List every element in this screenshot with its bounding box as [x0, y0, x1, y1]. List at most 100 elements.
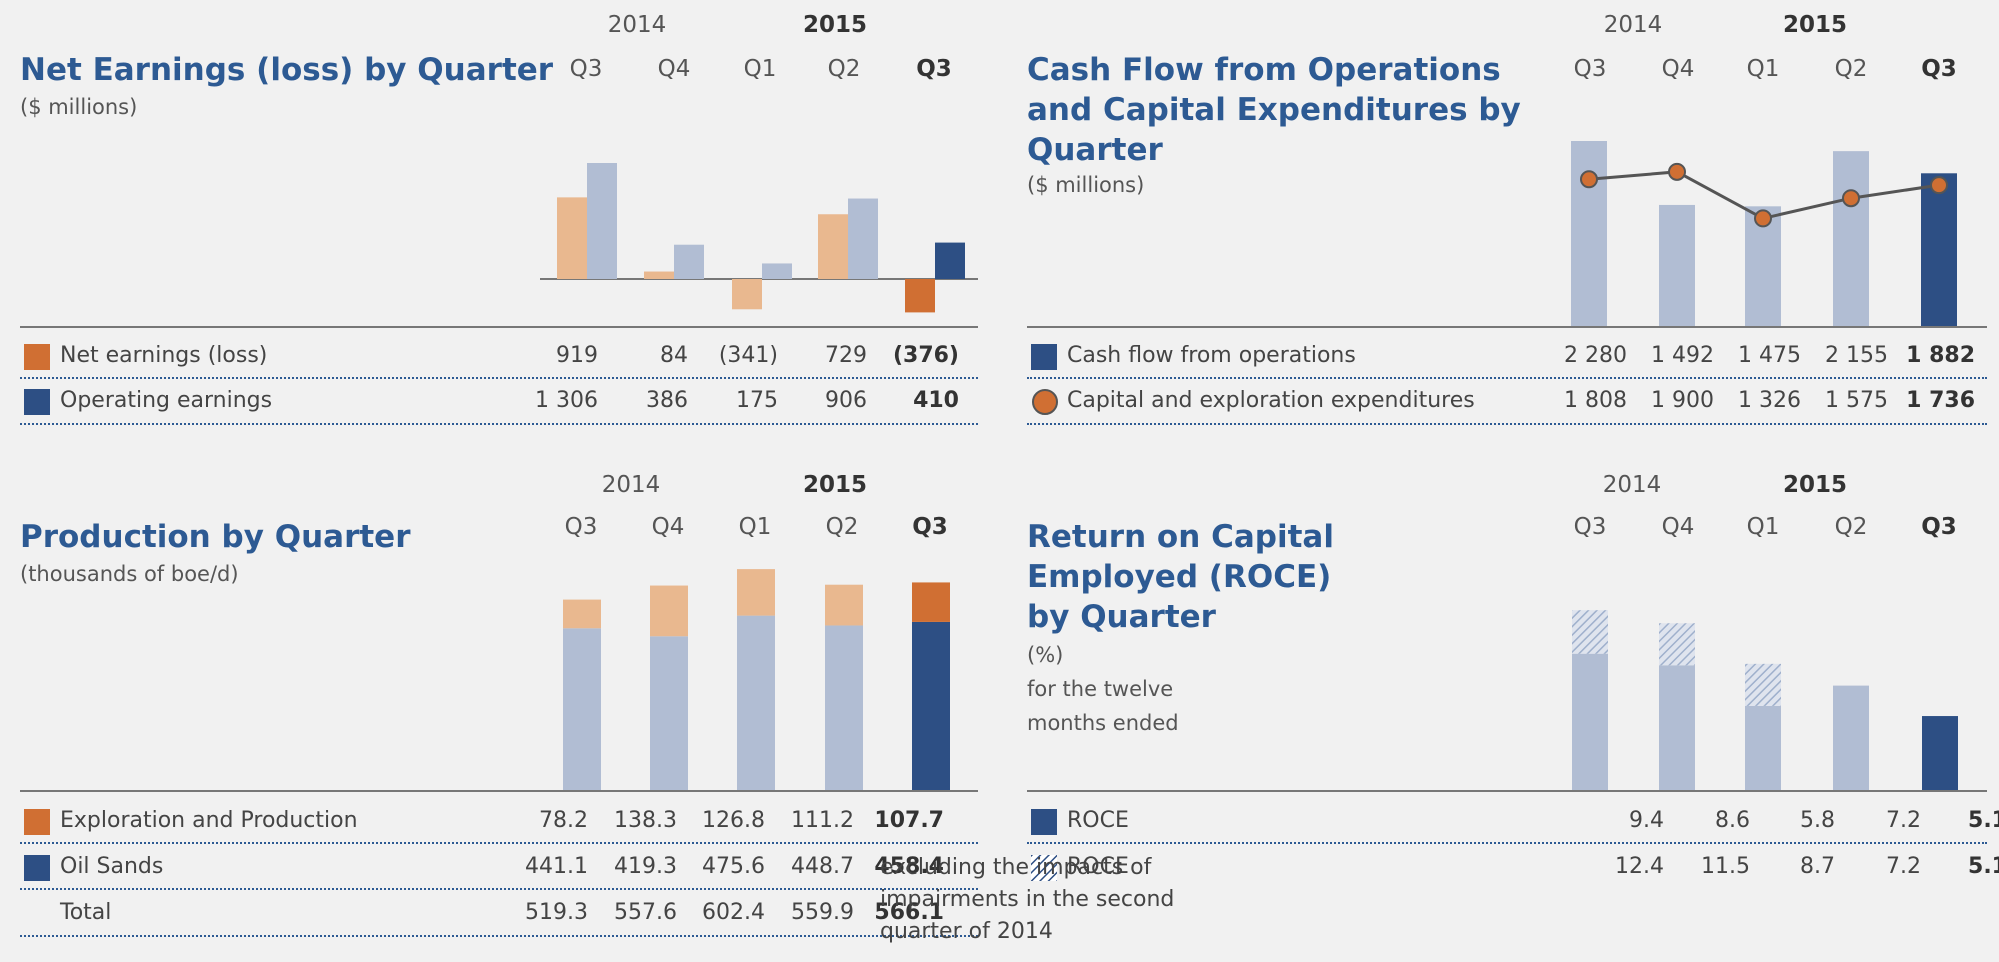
exploration-bar — [912, 582, 950, 622]
quarter-label: Q2 — [827, 56, 861, 82]
roce-bar — [1922, 716, 1958, 790]
year-2014-label: 2014 — [607, 12, 667, 38]
year-2015-label: 2015 — [802, 12, 867, 38]
year-2015-label: 2015 — [802, 472, 867, 498]
legend-label: Capital and exploration expenditures — [1067, 388, 1475, 413]
quarter-label: Q1 — [738, 514, 772, 540]
cash-flow-bar — [1571, 141, 1607, 326]
cash-flow-chart — [1571, 141, 1957, 326]
quarter-label: Q4 — [651, 514, 685, 540]
value: 1 575 — [1825, 388, 1888, 413]
legend-row-oil-sands: Oil Sands 441.1 419.3 475.6 448.7 458.4 — [20, 845, 978, 889]
hatch-swatch-icon — [1031, 855, 1057, 881]
value: 602.4 — [702, 900, 765, 925]
baseline — [1027, 790, 1987, 792]
quarter-label: Q4 — [657, 56, 691, 82]
capex-point — [1668, 162, 1686, 181]
net-earnings-title: Net Earnings (loss) by Quarter — [20, 52, 554, 88]
legend-row-net-earnings: Net earnings (loss) 919 84 (341) 729 (37… — [20, 334, 978, 378]
net-earnings-bar — [644, 271, 674, 279]
orange-swatch — [24, 344, 50, 370]
baseline — [20, 326, 978, 328]
operating-earnings-bar — [848, 198, 878, 279]
dark-blue-swatch — [24, 389, 50, 415]
roce-subtitle: (%) for the twelve months ended — [1027, 643, 1179, 735]
value: 519.3 — [525, 900, 588, 925]
capex-point — [1754, 209, 1772, 228]
net-earnings-subtitle: ($ millions) — [20, 95, 138, 119]
quarter-label: Q2 — [825, 514, 859, 540]
capex-point — [1842, 189, 1860, 208]
roce-bar — [1572, 653, 1608, 790]
legend-label-continued: excluding the impacts of impairments in … — [880, 855, 1175, 944]
cash-flow-title: Cash Flow from Operations and Capital Ex… — [1027, 52, 1521, 168]
net-earnings-chart — [540, 163, 978, 313]
legend-label: ROCE — [1067, 854, 1129, 879]
value: 5.8 — [1800, 808, 1835, 833]
cash-flow-subtitle: ($ millions) — [1027, 173, 1145, 197]
operating-earnings-bar — [762, 263, 792, 279]
value: 557.6 — [614, 900, 677, 925]
quarter-label: Q4 — [1661, 514, 1695, 540]
net-earnings-bar — [818, 214, 848, 279]
roce-chart — [1572, 610, 1958, 790]
value: 8.6 — [1715, 808, 1750, 833]
year-2014-label: 2014 — [1603, 12, 1663, 38]
legend-row-cash-flow: Cash flow from operations 2 280 1 492 1 … — [1027, 334, 1987, 378]
value: 410 — [913, 388, 959, 413]
cash-flow-bar — [1833, 151, 1869, 326]
year-2015-label: 2015 — [1782, 12, 1847, 38]
row-divider — [20, 842, 978, 844]
value: 5.1 — [1968, 854, 1999, 879]
quarter-label: Q1 — [1746, 56, 1780, 82]
year-2015-label: 2015 — [1782, 472, 1847, 498]
quarter-label: Q4 — [1661, 56, 1695, 82]
legend-label: Operating earnings — [60, 388, 273, 413]
exploration-bar — [563, 599, 601, 629]
row-divider — [1027, 377, 1987, 379]
row-divider — [20, 935, 978, 937]
value: 7.2 — [1886, 808, 1921, 833]
value: 1 808 — [1564, 388, 1627, 413]
oil-sands-bar — [912, 621, 950, 790]
roce-bar — [1833, 685, 1869, 790]
legend-row-roce-excl: ROCE 12.4 11.5 8.7 7.2 5.1 — [1027, 845, 1999, 889]
row-divider — [20, 377, 978, 379]
quarter-label: Q2 — [1834, 56, 1868, 82]
roce-bar — [1659, 665, 1695, 790]
value: 78.2 — [539, 808, 588, 833]
quarter-label: Q3 — [569, 56, 603, 82]
operating-earnings-bar — [935, 242, 965, 279]
row-divider — [20, 888, 978, 890]
value: 12.4 — [1615, 854, 1664, 879]
quarter-label: Q3 — [564, 514, 598, 540]
legend-row-exploration: Exploration and Production 78.2 138.3 12… — [20, 799, 978, 843]
value: 1 326 — [1738, 388, 1801, 413]
capex-circle-icon — [1032, 389, 1058, 415]
quarter-label: Q3 — [1921, 56, 1957, 82]
exploration-bar — [825, 584, 863, 626]
oil-sands-bar — [737, 615, 775, 790]
legend-row-capex: Capital and exploration expenditures 1 8… — [1027, 379, 1987, 423]
value: 1 306 — [535, 388, 598, 413]
net-earnings-bar — [732, 279, 762, 310]
value: 175 — [736, 388, 778, 413]
roce-excl-impairment-bar — [1572, 610, 1608, 654]
row-divider — [1027, 842, 1987, 844]
value: 566.1 — [874, 900, 944, 925]
quarter-label: Q2 — [1834, 514, 1868, 540]
row-divider — [1027, 423, 1987, 425]
value: 138.3 — [614, 808, 677, 833]
value: 448.7 — [791, 854, 854, 879]
legend-label: Oil Sands — [60, 854, 164, 879]
total-row: Total 519.3 557.6 602.4 559.9 566.1 — [20, 891, 978, 935]
value: 1 492 — [1651, 343, 1714, 368]
value: 111.2 — [791, 808, 854, 833]
capex-point — [1930, 176, 1948, 195]
value: 2 155 — [1825, 343, 1888, 368]
roce-excl-impairment-bar — [1659, 623, 1695, 666]
year-2014-label: 2014 — [1602, 472, 1662, 498]
value: (341) — [718, 343, 778, 368]
operating-earnings-bar — [587, 163, 617, 279]
quarter-label: Q3 — [1573, 514, 1607, 540]
